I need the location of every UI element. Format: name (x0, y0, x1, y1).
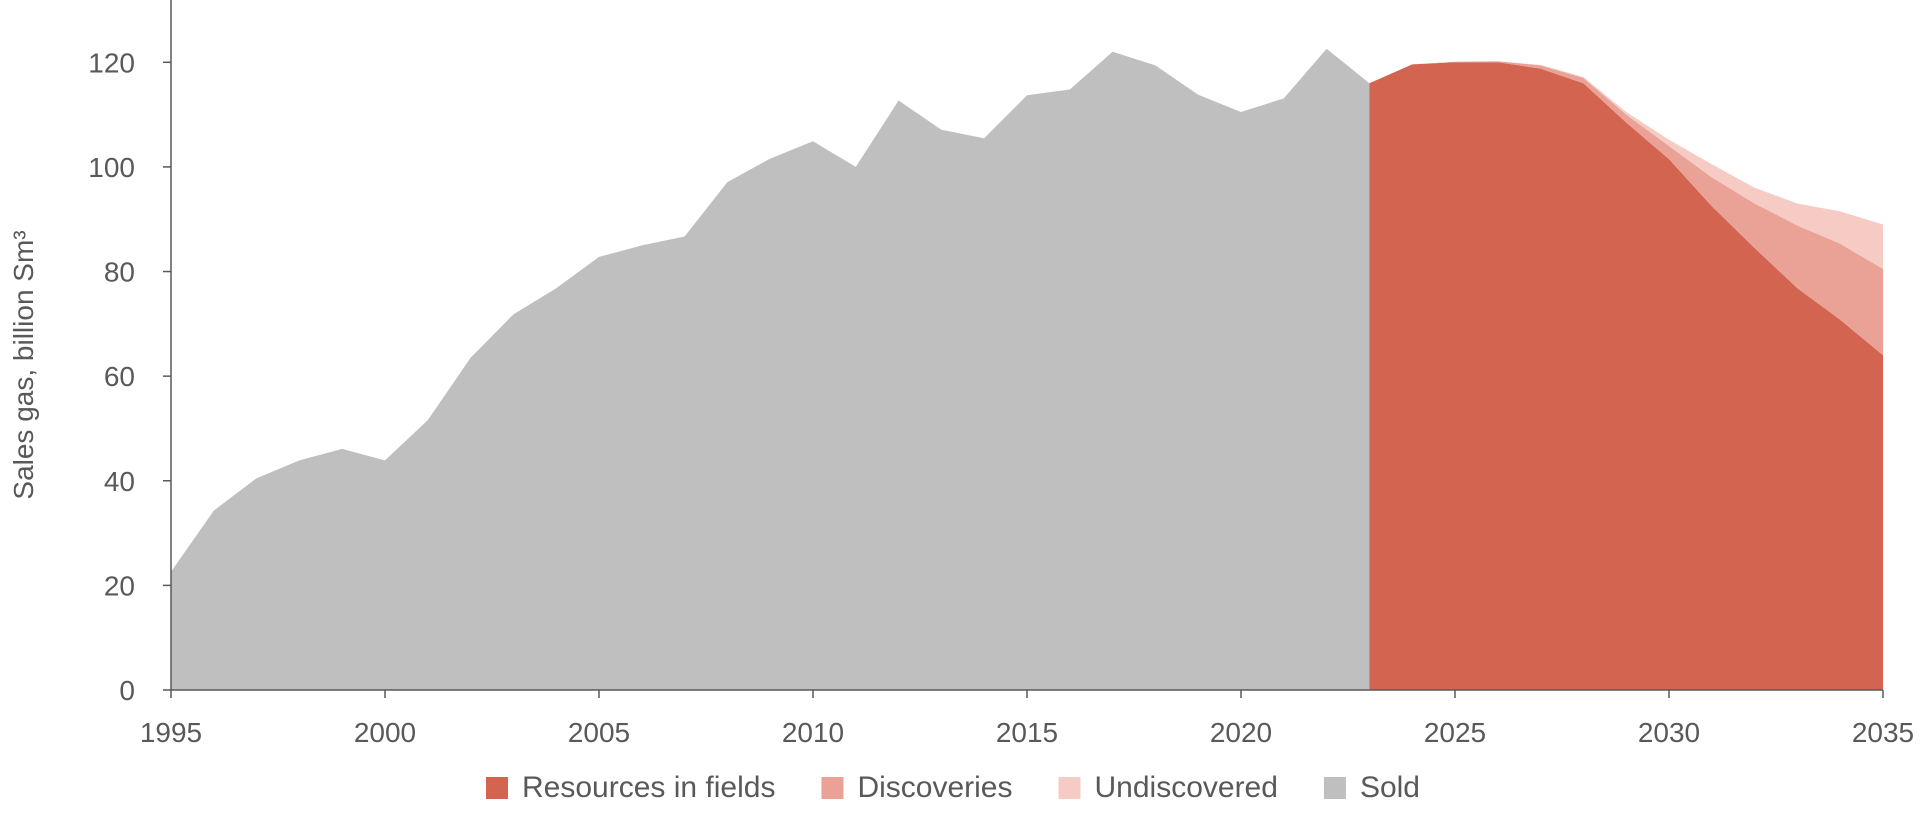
x-tick-label: 2025 (1424, 717, 1486, 748)
legend-label: Undiscovered (1095, 771, 1278, 804)
y-tick-label: 0 (119, 675, 135, 706)
legend-label: Discoveries (857, 771, 1012, 804)
y-tick-label: 120 (88, 47, 135, 78)
legend-swatch (1323, 777, 1346, 799)
x-tick-label: 2005 (568, 717, 630, 748)
legend-swatch (821, 777, 844, 799)
y-axis-title: Sales gas, billion Sm³ (8, 230, 39, 499)
legend-swatch (1058, 777, 1081, 799)
x-tick-label: 1995 (140, 717, 202, 748)
x-tick-label: 2000 (354, 717, 416, 748)
y-tick-label: 60 (104, 361, 135, 392)
legend-label: Sold (1360, 771, 1420, 804)
series-area-resources-in-fields (1369, 62, 1883, 691)
x-tick-label: 2010 (782, 717, 844, 748)
legend-item-undiscovered: Undiscovered (1058, 771, 1278, 804)
axes-layer: 0 20 40 60 80 100 120 1995 2000 2005 2010 2015 2020 2… (88, 0, 1914, 748)
series-area-discoveries (1369, 61, 1883, 356)
legend-item-sold: Sold (1323, 771, 1420, 804)
x-tick-label: 2015 (996, 717, 1058, 748)
legend: Resources in fields Discoveries Undiscover… (486, 771, 1420, 804)
legend-swatch (486, 777, 508, 799)
y-tick-label: 80 (104, 257, 135, 288)
x-tick-label: 2030 (1638, 717, 1700, 748)
areas-layer (171, 48, 1883, 691)
y-tick-label: 100 (88, 152, 135, 183)
series-area-sold (171, 48, 1370, 690)
x-tick-label: 2035 (1852, 717, 1914, 748)
legend-label: Resources in fields (522, 771, 775, 804)
x-tick-label: 2020 (1210, 717, 1272, 748)
y-tick-label: 40 (104, 466, 135, 497)
y-tick-label: 20 (104, 570, 135, 601)
legend-item-discoveries: Discoveries (821, 771, 1013, 804)
legend-item-resources-in-fields: Resources in fields (486, 771, 775, 804)
